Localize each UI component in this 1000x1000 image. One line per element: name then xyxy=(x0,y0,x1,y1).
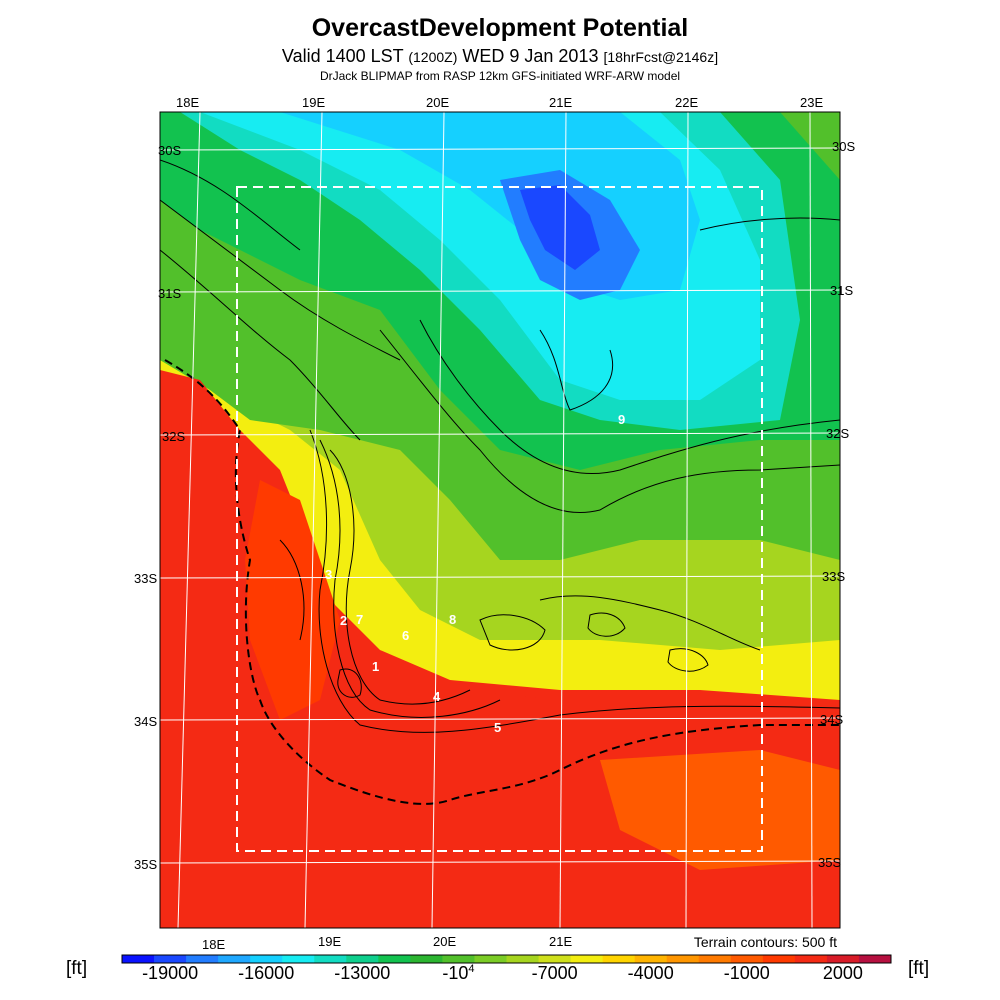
colorbar-tick-label: -1000 xyxy=(723,963,770,983)
lat-label-right: 35S xyxy=(818,855,842,870)
lon-label-top: 23E xyxy=(800,95,824,110)
site-marker: 8 xyxy=(449,612,457,627)
colorbar xyxy=(121,954,892,964)
colorbar-swatch xyxy=(314,955,347,963)
lat-label-left: 33S xyxy=(134,571,158,586)
unit-label-left: [ft] xyxy=(66,958,88,979)
colorbar-tick-label: -19000 xyxy=(142,963,199,983)
valid-prefix: Valid 1400 LST xyxy=(281,46,404,66)
lat-label-right: 34S xyxy=(820,712,844,727)
colorbar-tick-label: -13000 xyxy=(334,963,391,983)
colorbar-frame xyxy=(121,954,892,964)
field-layer xyxy=(160,112,840,928)
colorbar-swatch xyxy=(186,955,219,963)
colorbar-swatch xyxy=(122,955,155,963)
lat-label-left: 35S xyxy=(134,857,158,872)
colorbar-swatch xyxy=(634,955,668,963)
inner-domain-boundary xyxy=(236,186,763,852)
colorbar-swatch xyxy=(442,955,475,963)
unit-label-right: [ft] xyxy=(908,958,930,979)
zulu-time: (1200Z) xyxy=(408,49,458,65)
lat-label-left: 32S xyxy=(162,429,186,444)
colorbar-swatch xyxy=(666,955,700,963)
lon-label-bottom: 18E xyxy=(202,937,226,952)
plot-frame xyxy=(159,111,841,929)
terrain-contours-note: Terrain contours: 500 ft xyxy=(693,934,837,950)
colorbar-tick-label: 2000 xyxy=(822,963,863,983)
site-marker: 4 xyxy=(433,689,441,704)
orange-patch xyxy=(600,750,840,870)
valid-time: Valid 1400 LST (1200Z) WED 9 Jan 2013 [1… xyxy=(0,46,1000,67)
colorbar-swatch xyxy=(570,955,604,963)
lon-label-bottom: 21E xyxy=(549,934,573,949)
site-marker: 6 xyxy=(402,628,410,643)
colorbar-tick-label: -104 xyxy=(442,963,475,983)
lat-label-left: 31S xyxy=(158,286,182,301)
site-marker: 2 xyxy=(340,613,348,628)
site-marker: 7 xyxy=(356,612,364,627)
colorbar-swatch xyxy=(794,955,828,963)
colorbar-swatch xyxy=(698,955,732,963)
colorbar-swatch xyxy=(250,955,283,963)
terrain-contours xyxy=(160,159,840,733)
lat-label-right: 33S xyxy=(822,569,846,584)
chart-title: OvercastDevelopment Potential xyxy=(311,14,689,42)
colorbar-swatch xyxy=(762,955,796,963)
deepblue-patch xyxy=(520,185,600,270)
colorbar-tick-label: -4000 xyxy=(627,963,674,983)
colorbar-swatch xyxy=(858,955,892,963)
lat-label-left: 30S xyxy=(158,143,182,158)
colorbar-swatch xyxy=(602,955,636,963)
colorbar-swatch xyxy=(538,955,572,963)
colorbar-swatch xyxy=(218,955,251,963)
lon-label-top: 19E xyxy=(302,95,326,110)
lon-label-bottom: 19E xyxy=(318,934,342,949)
site-marker: 3 xyxy=(325,567,333,582)
lon-label-top: 21E xyxy=(549,95,573,110)
colorbar-swatch xyxy=(474,955,507,963)
lon-label-top: 20E xyxy=(426,95,450,110)
model-subtitle: DrJack BLIPMAP from RASP 12km GFS-initia… xyxy=(319,69,681,83)
colorbar-tick-label: -16000 xyxy=(238,963,295,983)
latlon-grid xyxy=(160,112,840,928)
lat-label-left: 34S xyxy=(134,714,158,729)
site-marker: 1 xyxy=(372,659,380,674)
colorbar-swatch xyxy=(346,955,379,963)
site-marker: 9 xyxy=(618,412,626,427)
orange-red-patch xyxy=(245,480,340,720)
colorbar-swatch xyxy=(826,955,860,963)
colorbar-swatch xyxy=(506,955,540,963)
lon-label-top: 18E xyxy=(176,95,200,110)
forecast-info: [18hrFcst@2146z] xyxy=(603,49,719,65)
lat-label-right: 30S xyxy=(832,139,856,154)
forecast-date: WED 9 Jan 2013 xyxy=(462,46,599,66)
lon-label-top: 22E xyxy=(675,95,699,110)
colorbar-tick-label: -7000 xyxy=(531,963,578,983)
colorbar-swatch xyxy=(410,955,443,963)
colorbar-swatch xyxy=(730,955,764,963)
colorbar-tick-exponent: 4 xyxy=(468,963,475,975)
colorbar-swatch xyxy=(378,955,411,963)
lon-label-bottom: 20E xyxy=(433,934,457,949)
colorbar-swatch xyxy=(282,955,315,963)
site-marker: 5 xyxy=(494,720,502,735)
lat-label-right: 31S xyxy=(830,283,854,298)
lat-label-right: 32S xyxy=(826,426,850,441)
colorbar-swatch xyxy=(154,955,187,963)
